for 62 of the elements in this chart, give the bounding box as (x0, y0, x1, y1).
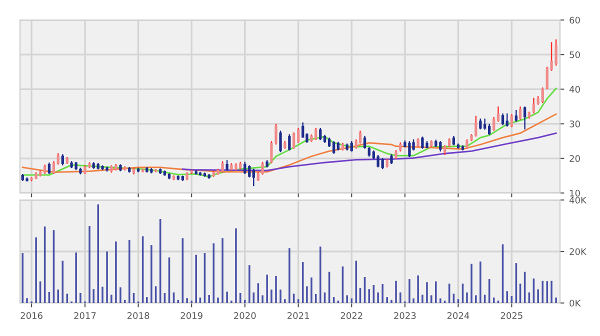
x-tick-label: 2021 (287, 312, 309, 320)
line-series (182, 132, 557, 172)
y-tick-label: 10 (570, 190, 580, 197)
candlestick (43, 164, 46, 175)
candlestick (244, 161, 246, 175)
candlestick (501, 112, 504, 126)
candlestick (270, 140, 273, 164)
x-tick-label: 2022 (340, 312, 362, 320)
y-tick-label: 40 (569, 86, 580, 93)
candlestick (532, 97, 536, 114)
candlestick (492, 116, 496, 132)
x-tick-label: 2025 (500, 312, 522, 320)
candlestick (358, 130, 362, 144)
y-tick-label: 60 (570, 16, 580, 24)
candlestick (274, 123, 278, 146)
y-tick-label: 30 (570, 120, 580, 128)
x-tick-label: 2019 (180, 312, 202, 320)
line-series (22, 88, 557, 178)
candlestick (518, 106, 522, 120)
candlestick (252, 168, 255, 187)
candlestick (52, 160, 56, 175)
candlestick (48, 162, 51, 175)
candlestick (466, 138, 468, 150)
x-tick-label: 2016 (20, 312, 42, 320)
candlestick (248, 164, 251, 178)
candlestick (368, 146, 370, 158)
line-series (22, 113, 557, 174)
candlestick (56, 152, 60, 166)
candlestick (363, 135, 366, 150)
candlestick (226, 160, 228, 172)
candlestick (523, 106, 526, 130)
candlestick (514, 109, 518, 122)
y-tick-label: 40K (569, 196, 587, 204)
x-tick-label: 2024 (447, 312, 470, 320)
y-tick-label: 50 (570, 51, 580, 58)
candlestick (288, 134, 291, 152)
x-tick-label: 2018 (127, 312, 150, 320)
y-tick-label: 0K (570, 300, 581, 307)
candlestick (279, 130, 282, 153)
candlestick (292, 132, 296, 150)
candlestick (439, 140, 442, 152)
x-tick-label: 2023 (394, 312, 416, 320)
candlestick (506, 112, 508, 128)
y-tick-label: 20K (570, 248, 587, 256)
candlestick (350, 140, 353, 152)
candlestick (479, 118, 482, 130)
candlestick (541, 86, 544, 104)
x-tick-label: 2020 (234, 312, 256, 320)
candlestick (443, 144, 446, 156)
candlestick (328, 137, 331, 148)
candlestick (332, 140, 336, 155)
x-tick-label: 2017 (74, 312, 96, 320)
candlestick (61, 154, 64, 166)
candlestick (296, 127, 300, 144)
candlestick (483, 118, 486, 130)
y-tick-label: 20 (570, 155, 580, 162)
candlestick (510, 113, 513, 128)
candlestick (488, 123, 491, 136)
candlestick (319, 127, 322, 141)
candlestick (452, 135, 456, 146)
candlestick (302, 122, 304, 138)
candlestick (390, 154, 393, 165)
